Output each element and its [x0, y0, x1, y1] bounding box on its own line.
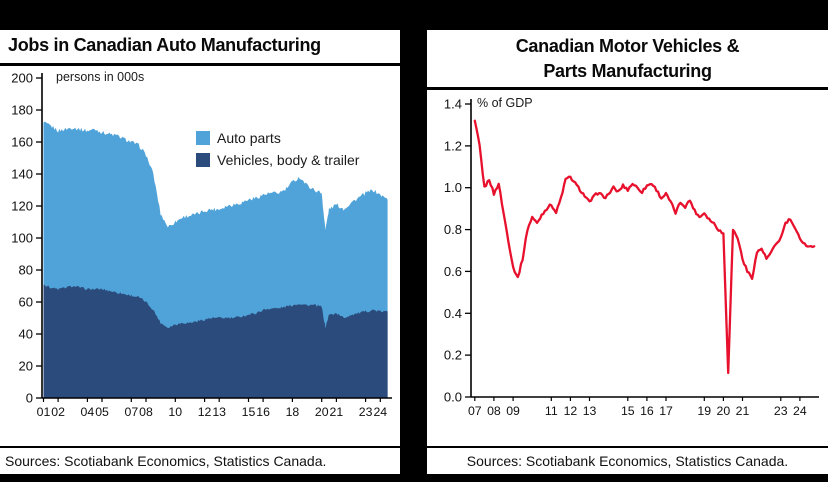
svg-text:01: 01 — [37, 405, 51, 419]
gdp-title-rule — [427, 87, 828, 90]
svg-text:120: 120 — [11, 199, 33, 214]
gdp-chart-title: Canadian Motor Vehicles & Parts Manufactu… — [435, 34, 820, 84]
svg-text:0.4: 0.4 — [444, 306, 462, 321]
svg-text:07: 07 — [468, 404, 482, 418]
svg-text:1.0: 1.0 — [444, 180, 462, 195]
svg-text:140: 140 — [11, 167, 33, 182]
svg-text:23: 23 — [774, 404, 788, 418]
gdp-unit-label: % of GDP — [477, 96, 533, 110]
jobs-title-rule — [0, 63, 400, 66]
gdp-share-line — [473, 119, 816, 375]
svg-text:08: 08 — [139, 405, 153, 419]
axes: 0.0 0.2 0.4 0.6 0.8 1.0 1.2 1.4 07 08 09 11 12 13 15 16… — [444, 97, 819, 418]
svg-text:12: 12 — [198, 405, 212, 419]
svg-text:16: 16 — [256, 405, 270, 419]
svg-text:10: 10 — [168, 405, 182, 419]
svg-text:21: 21 — [736, 404, 750, 418]
svg-text:0: 0 — [26, 391, 33, 406]
svg-text:07: 07 — [124, 405, 138, 419]
svg-text:18: 18 — [286, 405, 300, 419]
axes: 0 20 40 60 80 100 120 140 160 180 200 01 02 04 05 07 08 1… — [11, 71, 392, 419]
svg-text:40: 40 — [19, 327, 33, 342]
gdp-chart-panel: Canadian Motor Vehicles & Parts Manufactu… — [427, 30, 828, 474]
svg-text:05: 05 — [95, 405, 109, 419]
jobs-unit-label: persons in 000s — [56, 70, 145, 84]
jobs-stacked-area-chart: 0 20 40 60 80 100 120 140 160 180 200 01 02 04 05 07 08 1… — [11, 71, 392, 419]
svg-text:0.6: 0.6 — [444, 264, 462, 279]
svg-text:24: 24 — [793, 404, 807, 418]
svg-text:12: 12 — [564, 404, 578, 418]
vehicles-area — [43, 284, 388, 398]
legend-item-vehicles: Vehicles, body & trailer — [196, 152, 359, 168]
jobs-chart-panel: Jobs in Canadian Auto Manufacturing pers… — [0, 30, 400, 474]
svg-text:60: 60 — [19, 295, 33, 310]
auto-parts-legend-label: Auto parts — [217, 130, 281, 146]
jobs-source-note: Sources: Scotiabank Economics, Statistic… — [0, 446, 400, 474]
svg-text:0.8: 0.8 — [444, 222, 462, 237]
svg-text:13: 13 — [212, 405, 226, 419]
vehicles-legend-label: Vehicles, body & trailer — [217, 152, 360, 168]
svg-text:80: 80 — [19, 263, 33, 278]
auto-parts-swatch — [196, 131, 210, 145]
svg-text:1.2: 1.2 — [444, 138, 462, 153]
svg-text:17: 17 — [659, 404, 673, 418]
gdp-line-chart: 0.0 0.2 0.4 0.6 0.8 1.0 1.2 1.4 07 08 09 11 12 13 15 16… — [444, 97, 819, 418]
gdp-chart-title-line1: Canadian Motor Vehicles & — [515, 36, 740, 56]
legend-item-auto-parts: Auto parts — [196, 130, 359, 146]
svg-text:21: 21 — [330, 405, 344, 419]
svg-text:23: 23 — [359, 405, 373, 419]
svg-text:13: 13 — [583, 404, 597, 418]
svg-text:200: 200 — [11, 71, 33, 86]
stacked-areas — [43, 121, 388, 398]
svg-text:15: 15 — [242, 405, 256, 419]
svg-text:24: 24 — [373, 405, 387, 419]
svg-text:160: 160 — [11, 135, 33, 150]
jobs-chart-title: Jobs in Canadian Auto Manufacturing — [8, 35, 321, 55]
svg-text:20: 20 — [717, 404, 731, 418]
gdp-source-note: Sources: Scotiabank Economics, Statistic… — [427, 446, 828, 474]
svg-text:0.2: 0.2 — [444, 348, 462, 363]
svg-text:11: 11 — [545, 404, 558, 418]
svg-text:100: 100 — [11, 231, 33, 246]
svg-text:20: 20 — [315, 405, 329, 419]
svg-text:16: 16 — [640, 404, 654, 418]
gdp-chart-title-line2: Parts Manufacturing — [543, 61, 712, 81]
svg-text:04: 04 — [81, 405, 95, 419]
svg-text:19: 19 — [697, 404, 711, 418]
svg-text:20: 20 — [19, 359, 33, 374]
svg-text:1.4: 1.4 — [444, 97, 462, 112]
svg-text:02: 02 — [51, 405, 65, 419]
svg-text:180: 180 — [11, 103, 33, 118]
jobs-legend: Auto parts Vehicles, body & trailer — [196, 130, 359, 168]
svg-text:08: 08 — [487, 404, 501, 418]
svg-text:0.0: 0.0 — [444, 390, 462, 405]
vehicles-swatch — [196, 153, 210, 167]
svg-text:15: 15 — [621, 404, 635, 418]
svg-text:09: 09 — [506, 404, 520, 418]
